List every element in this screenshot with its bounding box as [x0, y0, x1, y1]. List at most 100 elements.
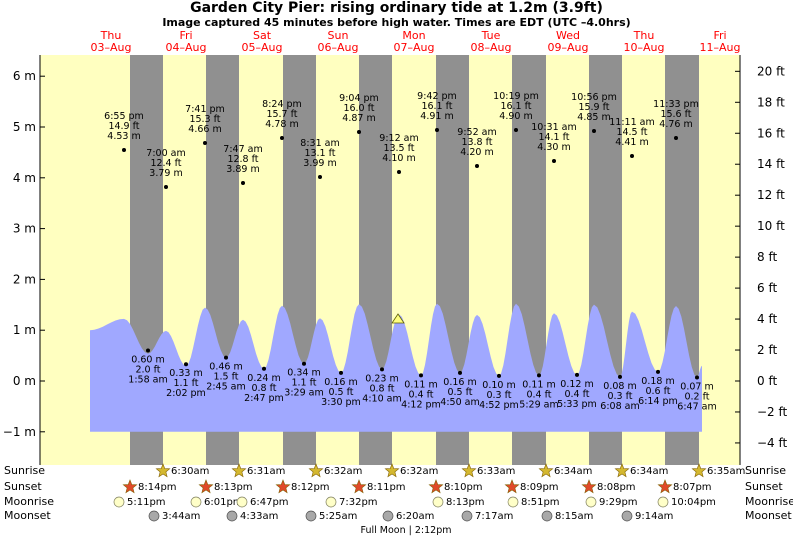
sunset-time: 8:12pm: [291, 482, 330, 493]
low-tide-point: [339, 370, 343, 375]
low-tide-text: 2:47 pm: [244, 393, 284, 404]
chart-title: Garden City Pier: rising ordinary tide a…: [190, 0, 603, 16]
low-tide-text: 0.4 ft: [564, 389, 589, 400]
high-tide-point: [435, 128, 439, 132]
high-tide-text: 3.99 m: [303, 158, 336, 169]
day-of-week: Sat: [253, 29, 272, 42]
sunset-time: 8:11pm: [367, 482, 406, 493]
low-tide-text: 1.1 ft: [173, 378, 198, 389]
moonset-time: 8:15am: [555, 511, 593, 522]
low-tide-text: 3:29 am: [284, 388, 323, 399]
low-tide-label: 0.07 m0.2 ft6:47 am: [677, 381, 716, 412]
sunset-time: 8:10pm: [444, 482, 483, 493]
low-tide-point: [575, 372, 579, 377]
day-date: 08–Aug: [471, 41, 512, 54]
right-tick-label: 6 ft: [757, 281, 777, 295]
left-tick-label: −1 m: [3, 425, 36, 439]
sunset-time: 8:08pm: [597, 482, 636, 493]
low-tide-point: [262, 366, 266, 371]
low-tide-label: 0.24 m0.8 ft2:47 pm: [244, 373, 284, 404]
low-tide-text: 6:08 am: [600, 401, 639, 412]
astro-row-label-left: Moonrise: [4, 495, 54, 508]
low-tide-label: 0.10 m0.3 ft4:52 pm: [479, 380, 519, 411]
high-tide-point: [164, 185, 168, 189]
left-tick-label: 1 m: [13, 323, 36, 337]
low-tide-text: 0.2 ft: [684, 391, 709, 402]
low-tide-text: 0.4 ft: [526, 389, 551, 400]
right-tick-label: −4 ft: [757, 436, 788, 450]
low-tide-label: 0.46 m1.5 ft2:45 am: [206, 362, 245, 393]
low-tide-text: 4:50 am: [440, 397, 479, 408]
low-tide-text: 0.12 m: [560, 379, 593, 390]
low-tide-text: 4:12 pm: [401, 399, 441, 410]
moonset-icon: [621, 510, 633, 522]
sunrise-time: 6:31am: [247, 466, 285, 477]
high-tide-text: 10:31 am: [531, 122, 576, 133]
sunrise-icon: [461, 463, 477, 478]
high-tide-text: 8:24 pm: [262, 99, 302, 110]
astro-row-label-left: Sunrise: [4, 464, 45, 477]
high-tide-text: 15.9 ft: [578, 102, 609, 113]
astro-table: Sunrise Sunrise Sunset Sunset Moonrise Moonri…: [4, 463, 793, 536]
low-tide-text: 0.8 ft: [251, 383, 276, 394]
left-tick-label: 6 m: [13, 69, 36, 83]
low-tide-text: 3:30 pm: [321, 397, 361, 408]
low-tide-text: 0.24 m: [247, 373, 280, 384]
moonset-time: 3:44am: [162, 511, 200, 522]
sunrise-icon: [691, 463, 707, 478]
high-tide-text: 4.10 m: [382, 153, 415, 164]
high-tide-point: [514, 128, 518, 132]
low-tide-text: 0.11 m: [522, 379, 555, 390]
right-tick-label: 10 ft: [757, 219, 785, 233]
sunset-time: 8:13pm: [214, 482, 253, 493]
moonset-time: 5:25am: [319, 511, 357, 522]
low-tide-point: [224, 355, 228, 360]
low-tide-text: 0.46 m: [209, 362, 242, 373]
high-tide-text: 12.8 ft: [227, 154, 258, 165]
low-tide-text: 0.3 ft: [607, 391, 632, 402]
high-tide-text: 7:00 am: [146, 148, 185, 159]
right-tick-label: −2 ft: [757, 405, 788, 419]
high-tide-text: 4.41 m: [615, 137, 648, 148]
high-tide-text: 9:12 am: [379, 133, 418, 144]
high-tide-text: 10:56 pm: [571, 92, 617, 103]
moonrise-time: 5:11pm: [127, 497, 166, 508]
day-date: 04–Aug: [166, 41, 207, 54]
moonset-time: 6:20am: [396, 511, 434, 522]
high-tide-text: 4.53 m: [107, 131, 140, 142]
sunset-icon: [581, 479, 597, 494]
astro-row-label-right: Moonset: [745, 509, 792, 522]
sunset-icon: [504, 479, 520, 494]
high-tide-text: 4.87 m: [342, 113, 375, 124]
day-of-week: Mon: [402, 29, 425, 42]
high-tide-point: [203, 141, 207, 145]
high-tide-text: 14.9 ft: [108, 121, 139, 132]
low-tide-text: 2.0 ft: [135, 365, 160, 376]
moonrise-time: 6:47pm: [250, 497, 289, 508]
low-tide-text: 0.10 m: [482, 380, 515, 391]
moonset-icon: [148, 510, 160, 522]
low-tide-text: 0.23 m: [365, 373, 398, 384]
right-tick-label: 12 ft: [757, 188, 785, 202]
right-tick-label: 18 ft: [757, 95, 785, 109]
high-tide-text: 15.3 ft: [189, 114, 220, 125]
low-tide-point: [302, 361, 306, 366]
day-of-week: Thu: [100, 29, 122, 42]
low-tide-point: [380, 367, 384, 372]
high-tide-text: 9:04 pm: [339, 93, 379, 104]
low-tide-label: 0.33 m1.1 ft2:02 pm: [166, 368, 206, 399]
day-of-week: Thu: [633, 29, 655, 42]
high-tide-point: [241, 181, 245, 185]
sunset-icon: [122, 479, 138, 494]
day-of-week: Fri: [179, 29, 192, 42]
